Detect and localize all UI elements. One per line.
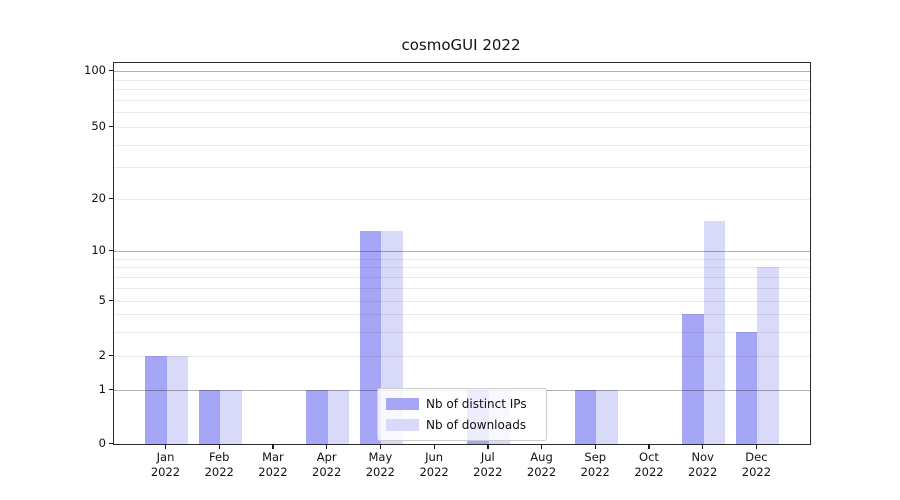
gridline-5: [114, 301, 810, 302]
xtick-label-may: May 2022: [365, 450, 396, 479]
xtick-label-sep: Sep 2022: [580, 450, 610, 479]
bar-nb-of-downloads-nov: [703, 220, 726, 444]
gridline-50: [114, 127, 810, 128]
legend-item-distinct-ips: Nb of distinct IPs: [386, 393, 538, 414]
ytick-label-50: 50: [91, 119, 106, 133]
gridline-4: [114, 314, 810, 316]
ytick-mark-100: [108, 69, 113, 71]
xtick-mark-jun: [433, 444, 435, 449]
ytick-label-2: 2: [98, 348, 106, 362]
bar-nb-of-downloads-jan: [166, 356, 188, 444]
ytick-mark-50: [108, 125, 113, 127]
ytick-mark-20: [108, 197, 113, 199]
xtick-mark-feb: [218, 444, 221, 449]
gridline-30: [114, 167, 810, 169]
bar-nb-of-distinct-ips-sep: [574, 390, 597, 444]
xtick-label-jul: Jul 2022: [473, 450, 503, 479]
xtick-label-aug: Aug 2022: [526, 450, 557, 479]
gridline-3: [114, 331, 810, 333]
gridline-20: [114, 199, 810, 200]
gridline-100: [114, 71, 810, 72]
xtick-label-nov: Nov 2022: [688, 450, 718, 479]
ytick-mark-0: [108, 442, 113, 444]
xtick-label-jun: Jun 2022: [419, 450, 449, 479]
plot-area: Nb of distinct IPs Nb of downloads: [113, 62, 811, 445]
gridline-9: [114, 258, 810, 260]
gridline-80: [114, 89, 810, 91]
gridline-6: [114, 287, 810, 289]
gridline-10: [114, 251, 810, 252]
bar-nb-of-distinct-ips-may: [359, 231, 382, 444]
xtick-mark-jul: [487, 444, 489, 449]
ytick-label-0: 0: [98, 436, 106, 450]
xtick-mark-may: [379, 444, 382, 449]
xtick-mark-apr: [326, 444, 328, 449]
legend-item-downloads: Nb of downloads: [386, 414, 538, 435]
ytick-mark-10: [108, 249, 113, 251]
xtick-label-dec: Dec 2022: [741, 450, 772, 479]
gridline-60: [114, 112, 810, 114]
xtick-label-apr: Apr 2022: [312, 450, 342, 479]
ytick-label-10: 10: [91, 243, 106, 257]
xtick-mark-sep: [594, 444, 597, 449]
xtick-mark-nov: [702, 444, 704, 449]
ytick-mark-5: [108, 299, 113, 301]
ytick-label-5: 5: [98, 293, 106, 307]
xtick-label-feb: Feb 2022: [204, 450, 234, 479]
bar-nb-of-distinct-ips-dec: [735, 331, 758, 444]
legend-swatch-downloads: [386, 418, 419, 431]
gridline-2: [114, 356, 810, 357]
xtick-label-oct: Oct 2022: [634, 450, 664, 479]
xtick-mark-dec: [755, 444, 758, 449]
ytick-mark-2: [108, 354, 113, 356]
bar-nb-of-distinct-ips-jan: [145, 356, 167, 444]
ytick-mark-1: [108, 388, 113, 390]
bar-nb-of-distinct-ips-nov: [682, 314, 704, 444]
xtick-label-jan: Jan 2022: [150, 450, 181, 479]
legend: Nb of distinct IPs Nb of downloads: [377, 388, 547, 441]
gridline-7: [114, 276, 810, 278]
legend-label-downloads: Nb of downloads: [426, 417, 527, 432]
gridline-70: [114, 99, 810, 101]
bar-nb-of-distinct-ips-apr: [306, 390, 328, 444]
gridline-8: [114, 267, 810, 269]
bar-nb-of-downloads-feb: [220, 390, 242, 444]
chart-title: cosmoGUI 2022: [401, 36, 521, 54]
xtick-label-mar: Mar 2022: [258, 450, 288, 479]
bar-nb-of-downloads-dec: [757, 267, 779, 444]
gridline-90: [114, 79, 810, 81]
xtick-mark-mar: [272, 444, 274, 449]
xtick-mark-oct: [648, 444, 650, 449]
xtick-mark-aug: [541, 444, 543, 449]
ytick-label-100: 100: [84, 63, 106, 77]
bars-layer: [114, 63, 810, 444]
bar-nb-of-downloads-apr: [327, 390, 350, 444]
gridline-40: [114, 144, 810, 146]
legend-swatch-distinct-ips: [386, 397, 419, 410]
xtick-mark-jan: [165, 444, 167, 449]
legend-label-distinct-ips: Nb of distinct IPs: [426, 396, 527, 411]
ytick-label-1: 1: [98, 382, 106, 396]
bar-nb-of-distinct-ips-feb: [198, 390, 221, 444]
bar-nb-of-downloads-sep: [596, 390, 618, 444]
grid-layer: [114, 63, 810, 444]
ytick-label-20: 20: [91, 191, 106, 205]
